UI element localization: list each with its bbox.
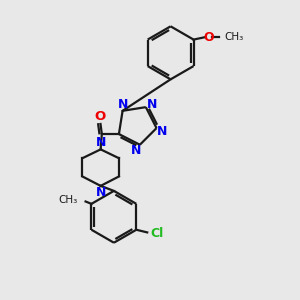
Text: N: N (131, 144, 142, 157)
Text: N: N (157, 124, 168, 137)
Text: N: N (95, 187, 106, 200)
Text: N: N (117, 98, 128, 111)
Text: O: O (95, 110, 106, 124)
Text: CH₃: CH₃ (224, 32, 244, 42)
Text: O: O (203, 31, 214, 44)
Text: Cl: Cl (150, 227, 164, 240)
Text: CH₃: CH₃ (58, 195, 77, 205)
Text: N: N (147, 98, 158, 111)
Text: N: N (95, 136, 106, 149)
